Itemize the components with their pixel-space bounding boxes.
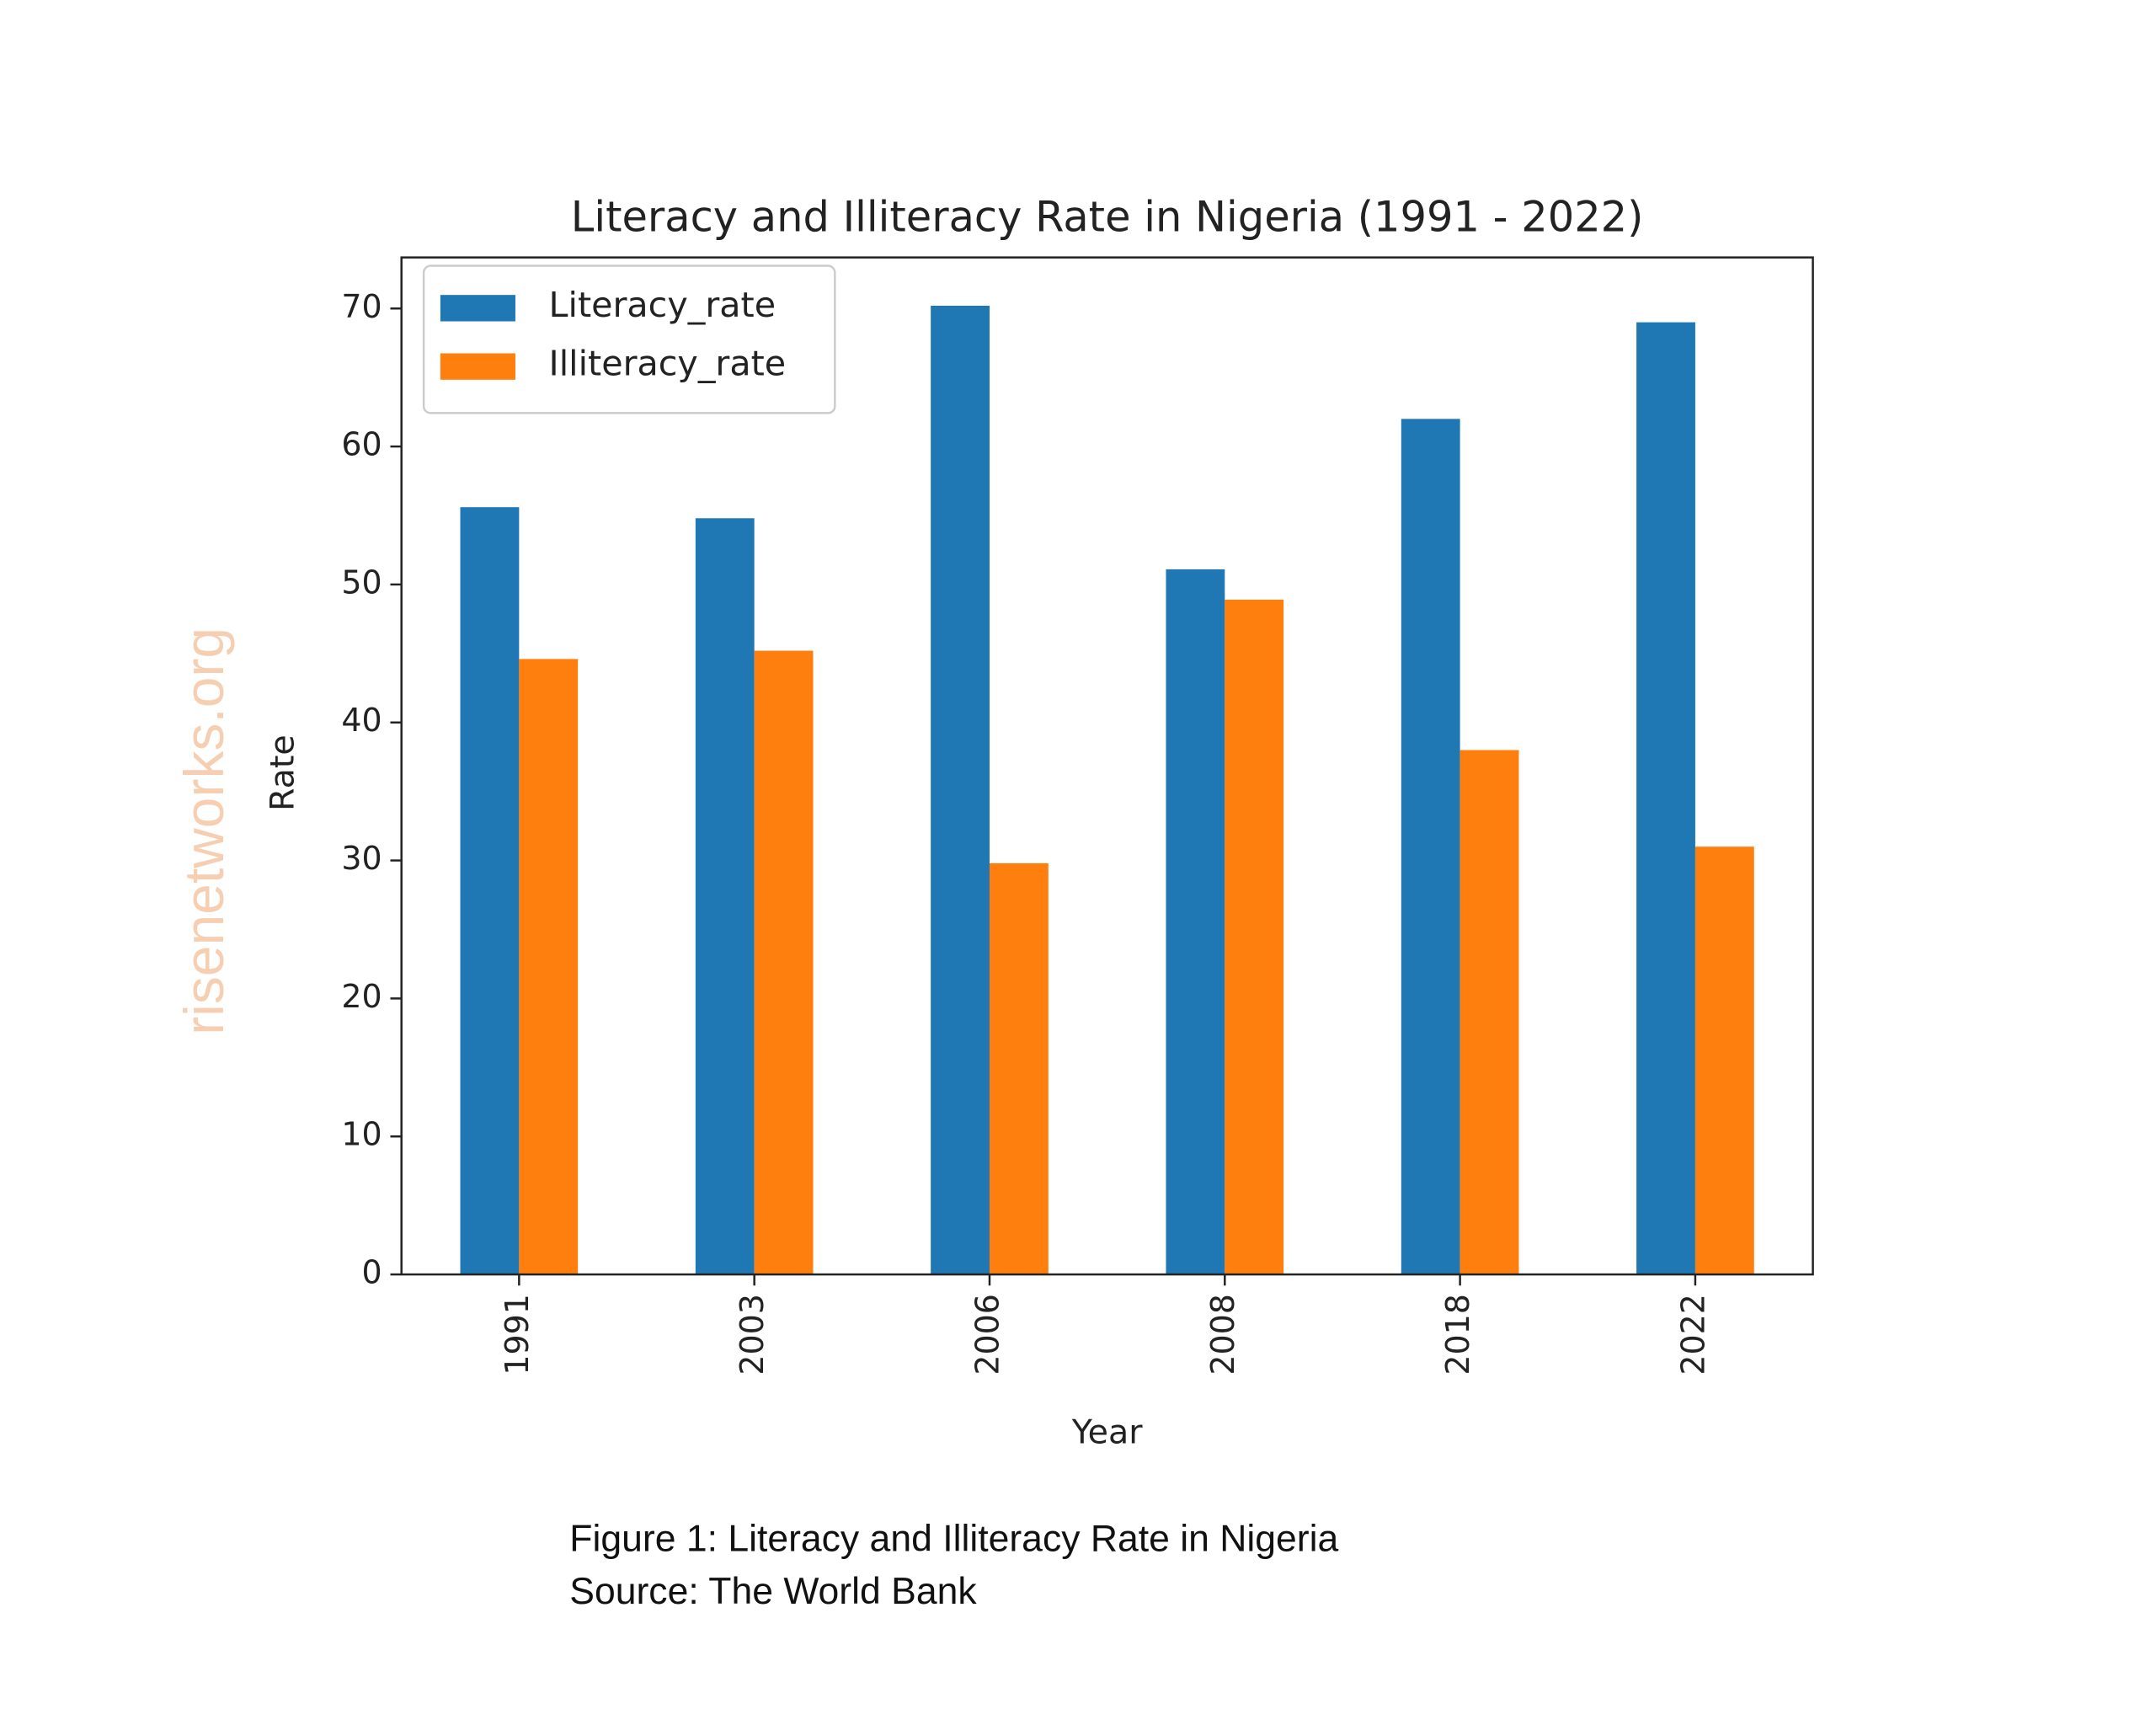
- y-tick-label: 50: [341, 563, 382, 601]
- chart-title: Literacy and Illiteracy Rate in Nigeria …: [571, 193, 1644, 242]
- y-tick-label: 40: [341, 702, 382, 739]
- y-axis-label: Rate: [264, 734, 302, 811]
- bar: [1401, 419, 1460, 1275]
- y-tick-label: 0: [361, 1254, 382, 1291]
- plot-frame: [400, 256, 1814, 1276]
- caption-line: Source: The World Bank: [569, 1571, 977, 1612]
- x-tick-label: 1991: [499, 1294, 536, 1375]
- y-tick-label: 20: [341, 978, 382, 1015]
- y-tick-label: 60: [341, 426, 382, 463]
- bar: [1460, 750, 1519, 1275]
- bar: [695, 518, 755, 1275]
- x-tick-label: 2022: [1674, 1294, 1711, 1375]
- bar: [519, 659, 579, 1275]
- caption-line: Figure 1: Literacy and Illiteracy Rate i…: [569, 1518, 1338, 1559]
- legend-swatch: [440, 353, 515, 380]
- x-axis-label: Year: [1071, 1413, 1144, 1451]
- bar: [754, 650, 814, 1275]
- x-tick-label: 2008: [1204, 1294, 1241, 1375]
- bar: [1166, 569, 1225, 1275]
- y-tick-label: 70: [341, 288, 382, 325]
- y-tick-label: 30: [341, 840, 382, 877]
- y-tick-label: 10: [341, 1116, 382, 1153]
- watermark: risenetworks.org: [173, 628, 235, 1035]
- legend-label: Illiteracy_rate: [549, 343, 787, 383]
- bar: [989, 862, 1049, 1275]
- legend-label: Literacy_rate: [549, 285, 776, 325]
- x-tick-label: 2018: [1439, 1294, 1476, 1375]
- bar: [1636, 322, 1695, 1275]
- bar: [931, 305, 990, 1275]
- bar: [1225, 599, 1284, 1275]
- x-tick-label: 2006: [969, 1294, 1006, 1375]
- legend-swatch: [440, 295, 515, 322]
- x-tick-label: 2003: [734, 1294, 771, 1375]
- legend-box: [422, 264, 836, 414]
- bar: [1694, 846, 1754, 1275]
- bar: [460, 507, 520, 1275]
